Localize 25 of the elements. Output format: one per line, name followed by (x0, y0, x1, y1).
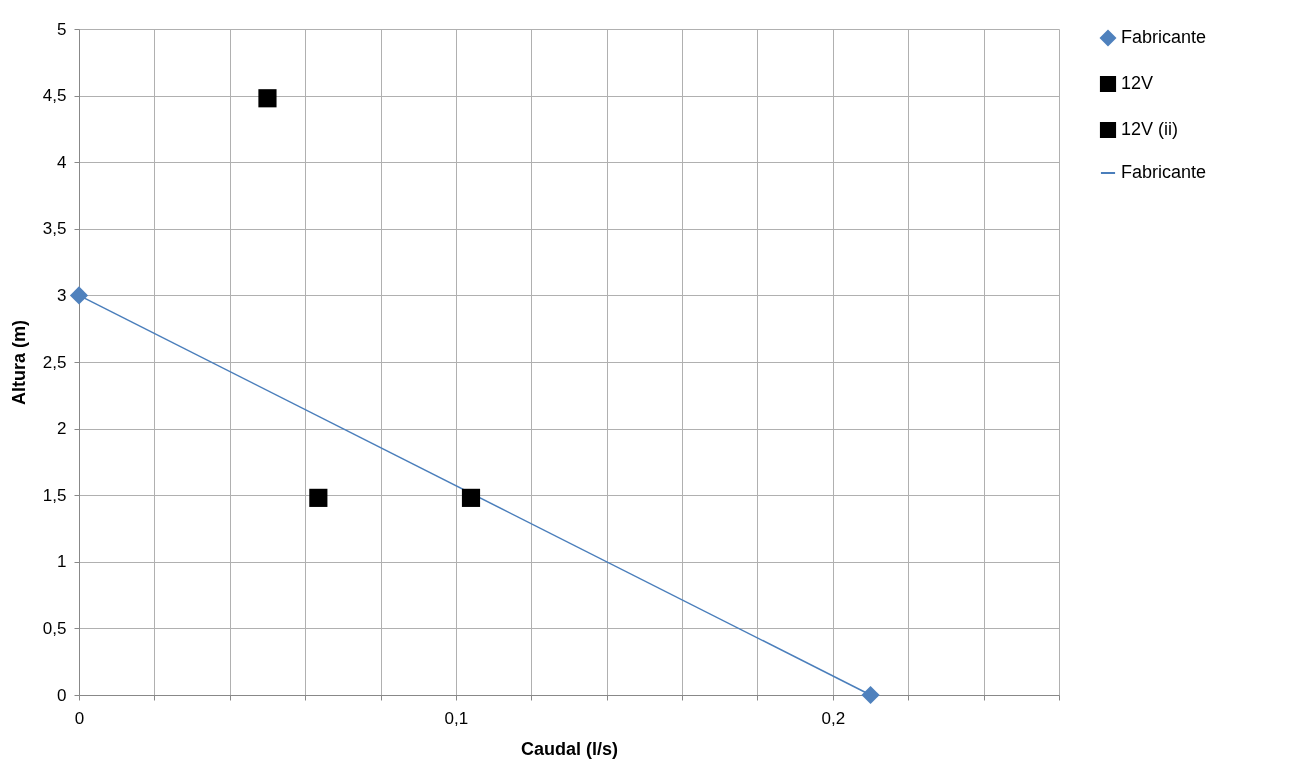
legend-label: 12V (ii) (1121, 119, 1179, 139)
x-axis-title: Caudal (l/s) (520, 738, 619, 759)
x-tick-label: 0,1 (444, 708, 469, 728)
point (69, 286, 89, 305)
y-tick-label: 4 (57, 152, 67, 172)
point (258, 89, 277, 108)
y-tick-label: 0 (57, 685, 67, 705)
legend-label: Fabricante (1121, 162, 1207, 182)
point (861, 685, 880, 705)
y-tick-label: 4,5 (42, 86, 67, 106)
y-tick-label: 3 (57, 285, 67, 305)
y-tick-label: 2 (57, 419, 67, 439)
x-tick-label: 0 (74, 708, 85, 728)
y-tick-label: 1 (57, 552, 67, 572)
y-tick-label: 1,5 (42, 485, 67, 505)
legend-label: Fabricante (1121, 27, 1207, 47)
point (309, 488, 328, 507)
y-axis-title: Altura (m) (8, 320, 29, 405)
legend-label: 12V (1121, 73, 1154, 93)
y-tick-label: 2,5 (42, 352, 67, 372)
x-tick-label: 0,2 (821, 708, 846, 728)
point (461, 488, 481, 507)
y-tick-label: 0,5 (42, 618, 67, 638)
y-tick-label: 5 (57, 19, 67, 39)
y-tick-label: 3,5 (42, 219, 67, 239)
